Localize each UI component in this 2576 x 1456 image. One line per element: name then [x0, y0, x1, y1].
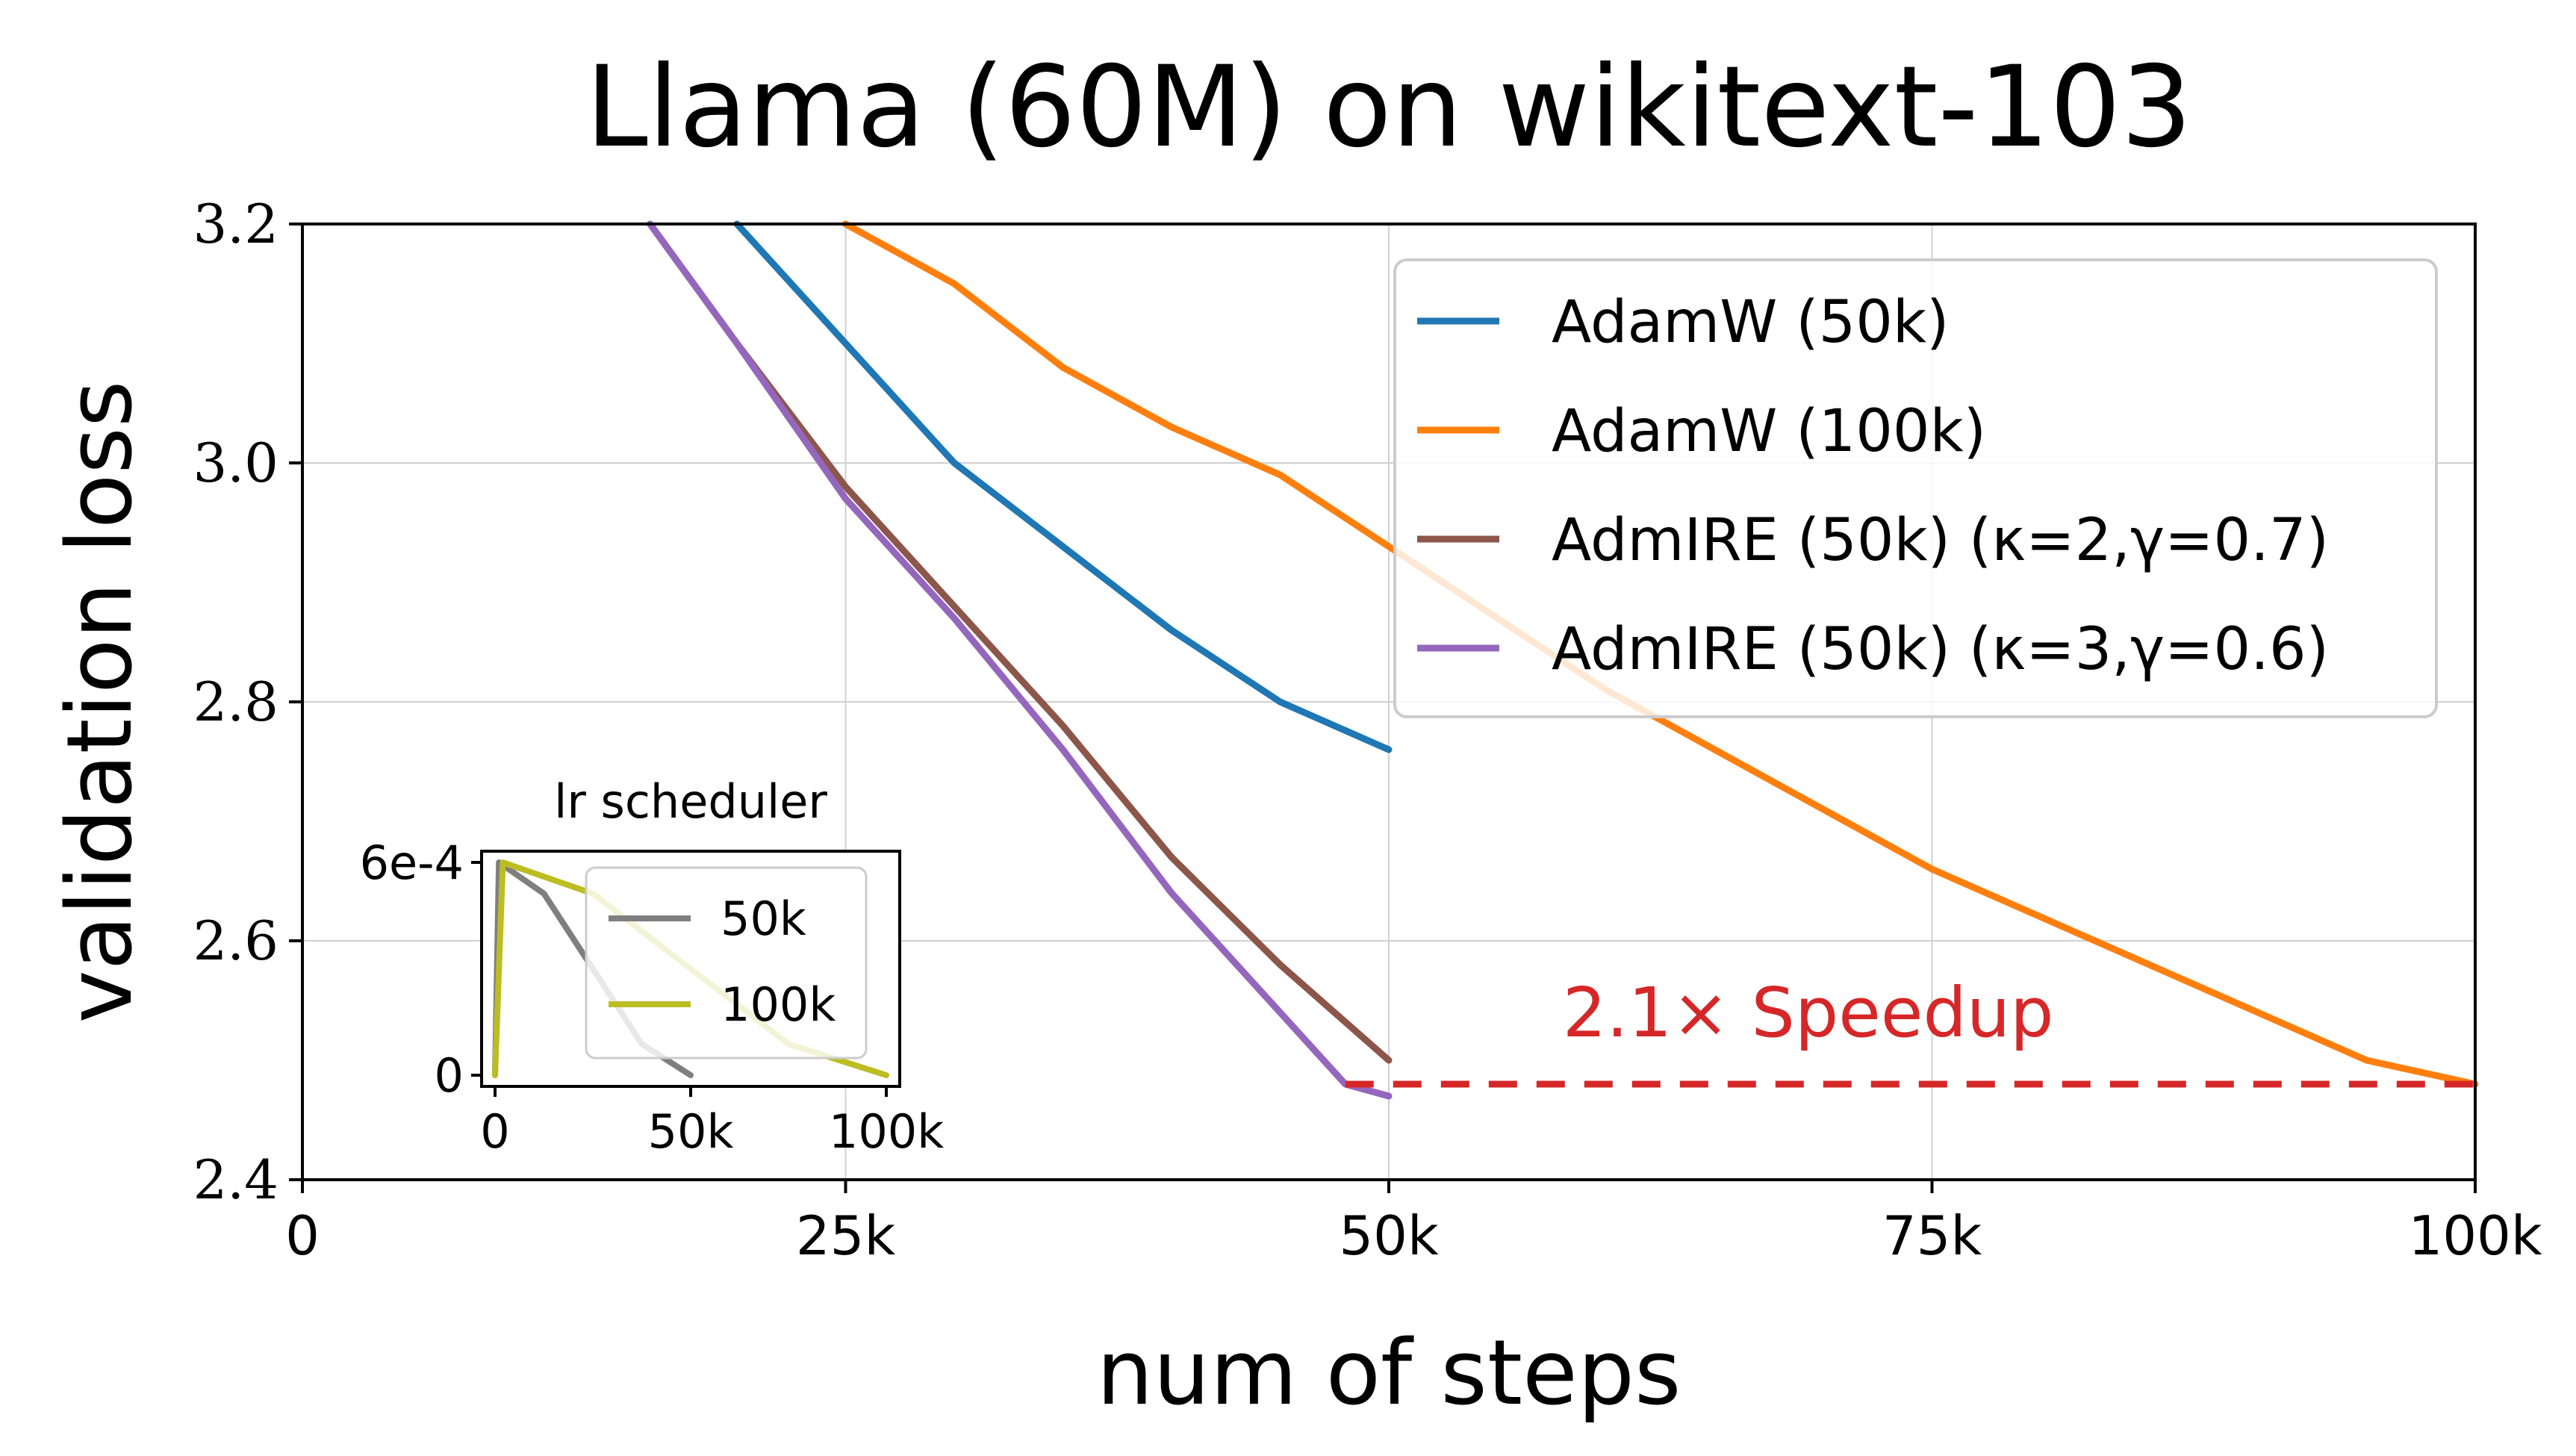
- series-line: [842, 220, 2479, 1088]
- legend-label: AdmIRE (50k) (κ=2,γ=0.7): [1552, 507, 2329, 574]
- x-axis-label: num of steps: [1096, 1322, 1681, 1425]
- legend-label: AdmIRE (50k) (κ=3,γ=0.6): [1552, 616, 2329, 683]
- inset-x-tick-label: 0: [480, 1104, 509, 1159]
- inset-y-tick-label: 6e-4: [360, 836, 464, 890]
- x-tick-label: 0: [285, 1204, 320, 1267]
- y-tick-label: 2.8: [193, 671, 279, 733]
- tick-labels: 0 25k 50k 75k 100k 2.4 2.6 2.8 3.0 3.2: [193, 193, 2542, 1267]
- series-lines: [647, 220, 2479, 1100]
- inset-x-tick-label: 50k: [648, 1104, 734, 1159]
- x-tick-label: 25k: [796, 1204, 896, 1267]
- inset-lr-scheduler: lr scheduler 0 50k 100k 0 6e-4 50k 100k: [360, 774, 945, 1159]
- chart-title: Llama (60M) on wikitext-103: [585, 43, 2192, 172]
- series-line: [733, 220, 1393, 753]
- inset-title: lr scheduler: [554, 774, 827, 829]
- inset-legend-label: 100k: [721, 977, 836, 1032]
- x-tick-label: 75k: [1882, 1204, 1982, 1267]
- inset-y-tick-label: 0: [435, 1048, 464, 1103]
- y-tick-label: 2.6: [193, 909, 279, 972]
- y-axis-label: validation loss: [49, 381, 152, 1024]
- y-tick-label: 3.0: [193, 432, 279, 494]
- inset-legend-box: [585, 866, 868, 1060]
- series-line: [647, 220, 1393, 1100]
- speedup-annotation: 2.1× Speedup: [1563, 973, 2054, 1053]
- legend-box: [1393, 258, 2438, 718]
- legend-label: AdamW (100k): [1552, 398, 1986, 465]
- y-tick-label: 3.2: [193, 193, 279, 255]
- inset-legend-label: 50k: [721, 892, 806, 946]
- y-tick-label: 2.4: [193, 1148, 279, 1211]
- legend-label: AdamW (50k): [1552, 289, 1949, 356]
- inset-x-tick-label: 100k: [829, 1104, 944, 1159]
- x-tick-label: 100k: [2408, 1204, 2542, 1267]
- legend: AdamW (50k) AdamW (100k) AdmIRE (50k) (κ=2…: [1393, 258, 2438, 718]
- x-tick-label: 50k: [1339, 1204, 1439, 1267]
